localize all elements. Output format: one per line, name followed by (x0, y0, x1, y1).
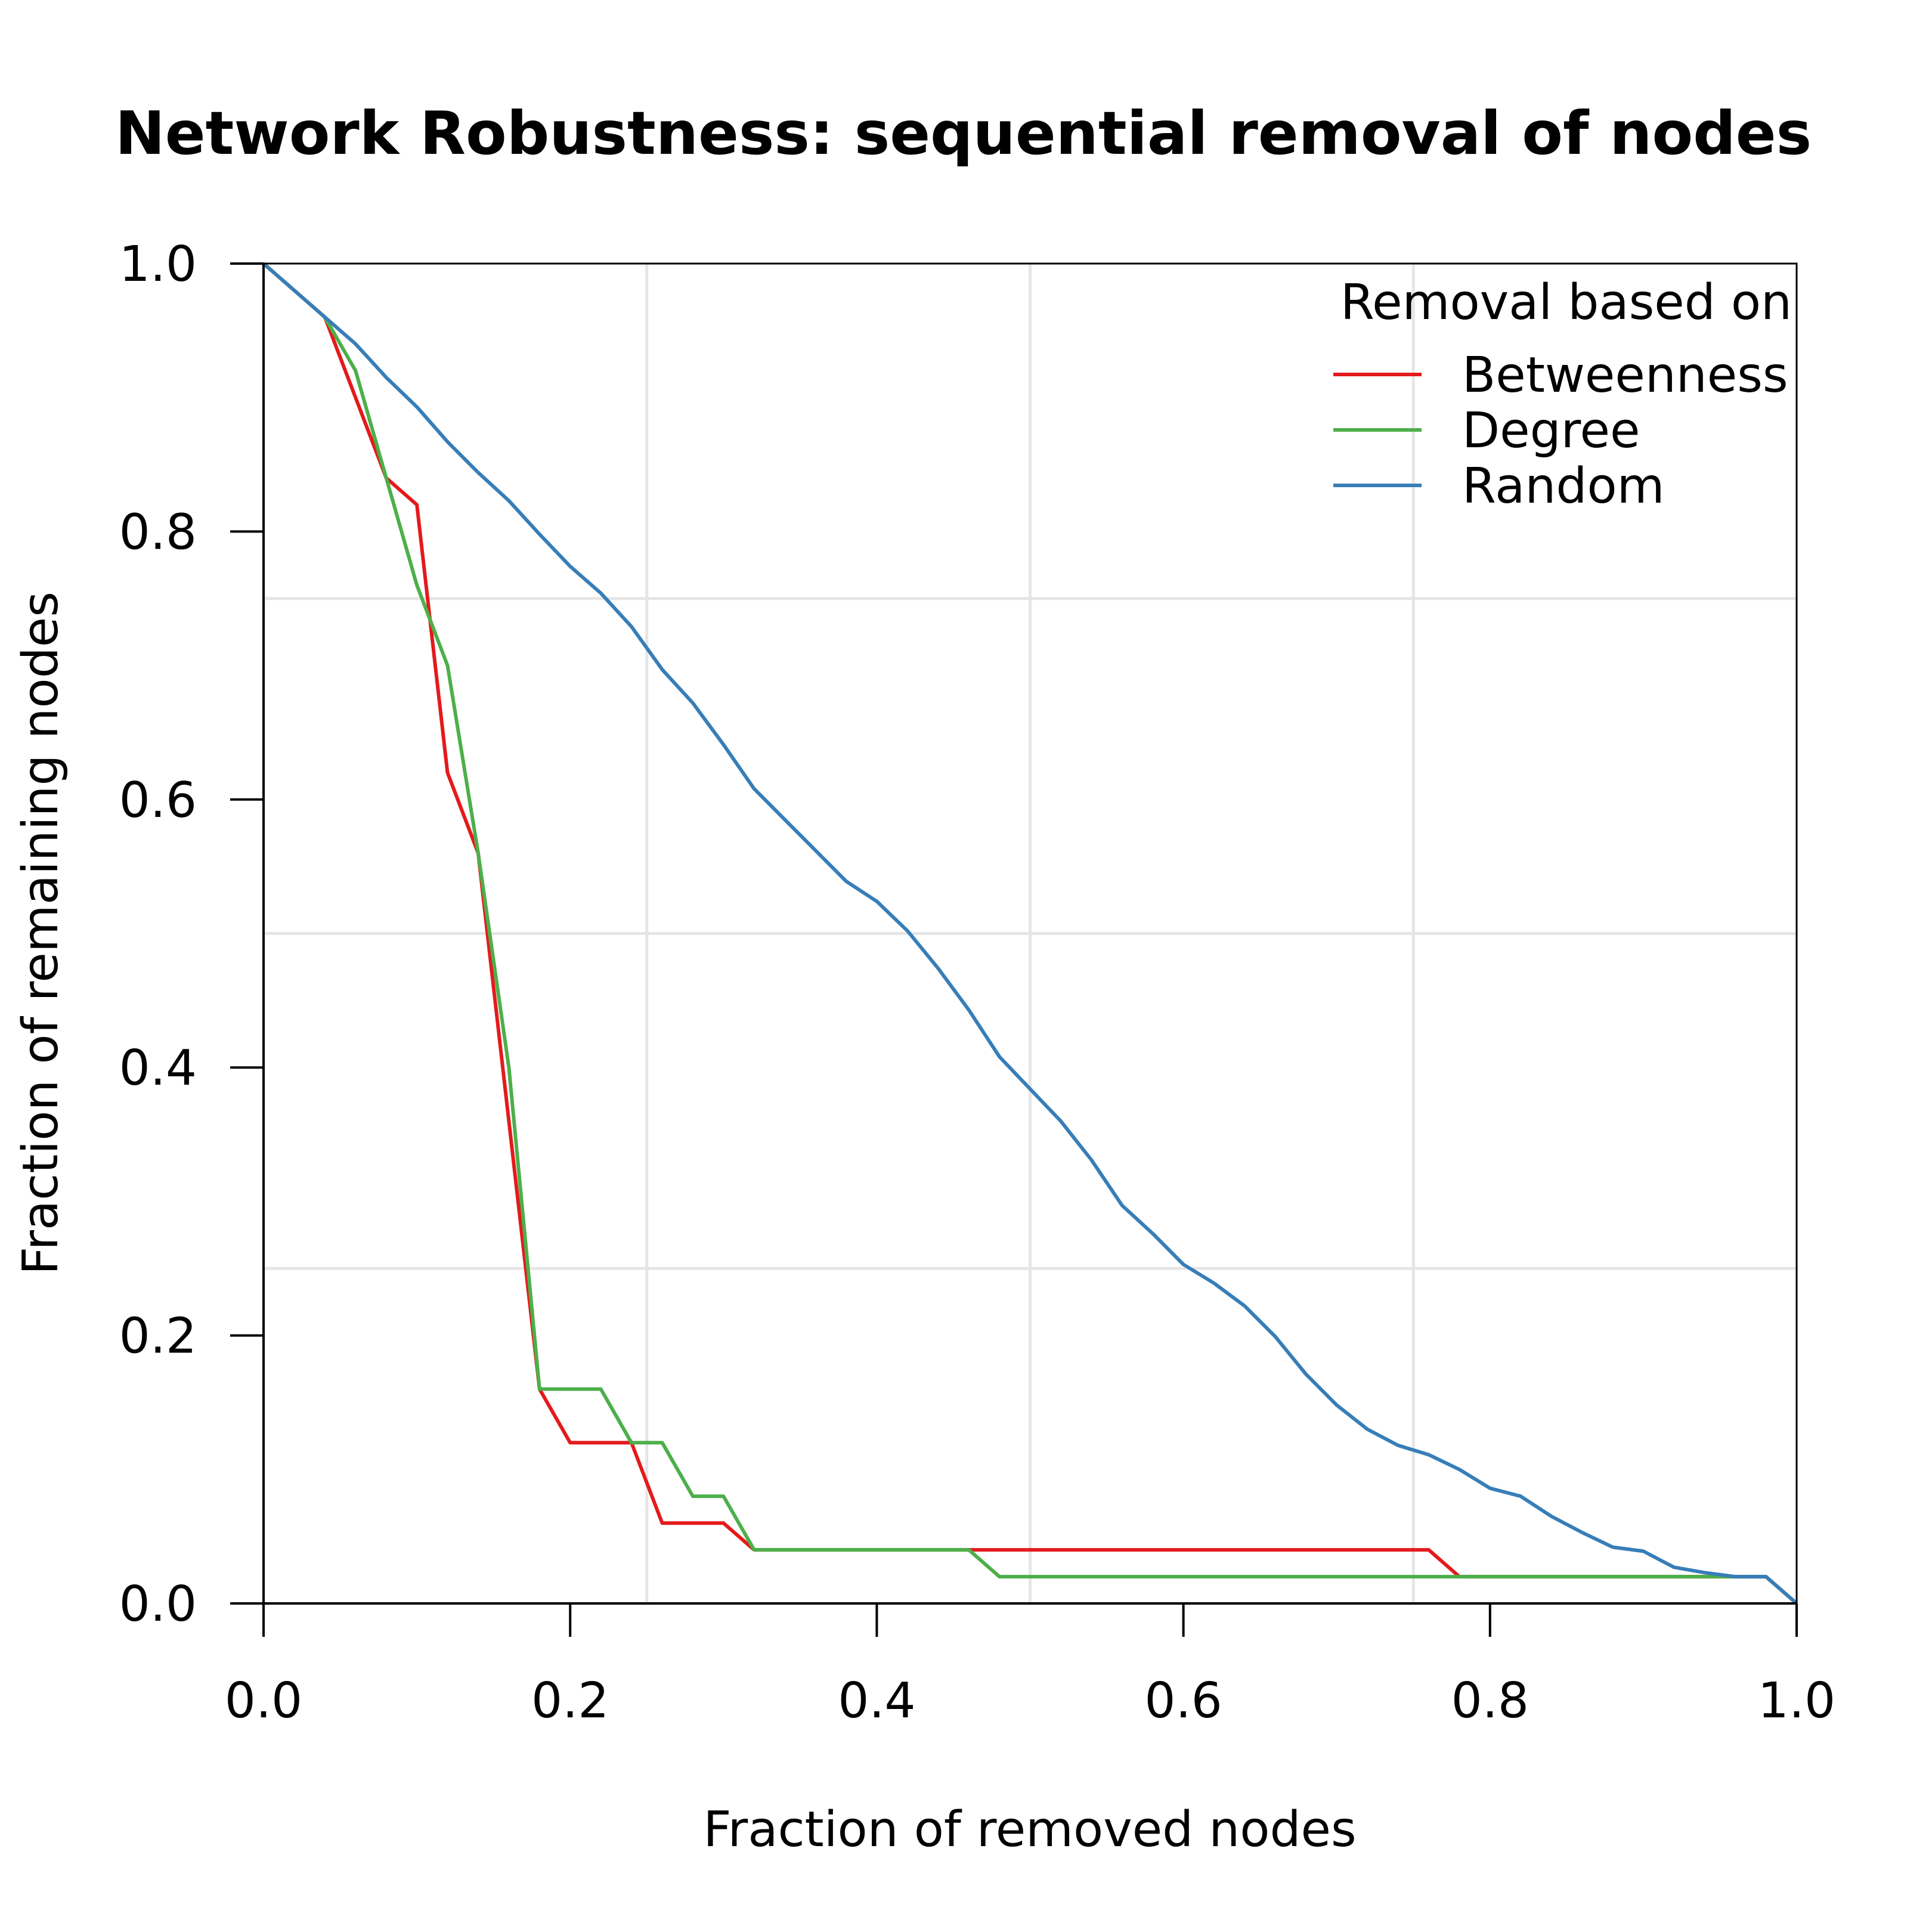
series-layer (262, 262, 1798, 1605)
series-line-betweenness (262, 262, 1798, 1605)
chart-title: Network Robustness: sequential removal o… (115, 98, 1812, 168)
x-axis: 0.0 0.2 0.4 0.6 0.8 1.0 (225, 1602, 1835, 1729)
x-tick-label: 0.0 (225, 1673, 302, 1729)
y-tick-label: 1.0 (119, 236, 197, 293)
series-line-random (262, 262, 1798, 1605)
legend-label-degree: Degree (1462, 402, 1640, 459)
x-tick-label: 0.8 (1451, 1673, 1529, 1729)
y-tick-label: 0.6 (119, 772, 197, 829)
x-tick-label: 0.4 (838, 1673, 915, 1729)
x-axis-label: Fraction of removed nodes (703, 1801, 1356, 1858)
legend-label-betweenness: Betweenness (1462, 347, 1788, 404)
y-tick-label: 0.2 (119, 1308, 197, 1365)
legend-label-random: Random (1462, 458, 1665, 515)
x-tick-label: 0.6 (1144, 1673, 1222, 1729)
x-tick-label: 1.0 (1758, 1673, 1835, 1729)
y-tick-label: 0.4 (119, 1040, 197, 1097)
y-axis: 0.0 0.2 0.4 0.6 0.8 1.0 (119, 236, 265, 1633)
y-tick-label: 0.8 (119, 504, 197, 561)
y-tick-label: 0.0 (119, 1576, 197, 1633)
series-line-degree (262, 262, 1798, 1605)
legend-title: Removal based on (1340, 274, 1792, 331)
y-axis-label: Fraction of remaining nodes (13, 592, 69, 1275)
x-tick-label: 0.2 (531, 1673, 609, 1729)
